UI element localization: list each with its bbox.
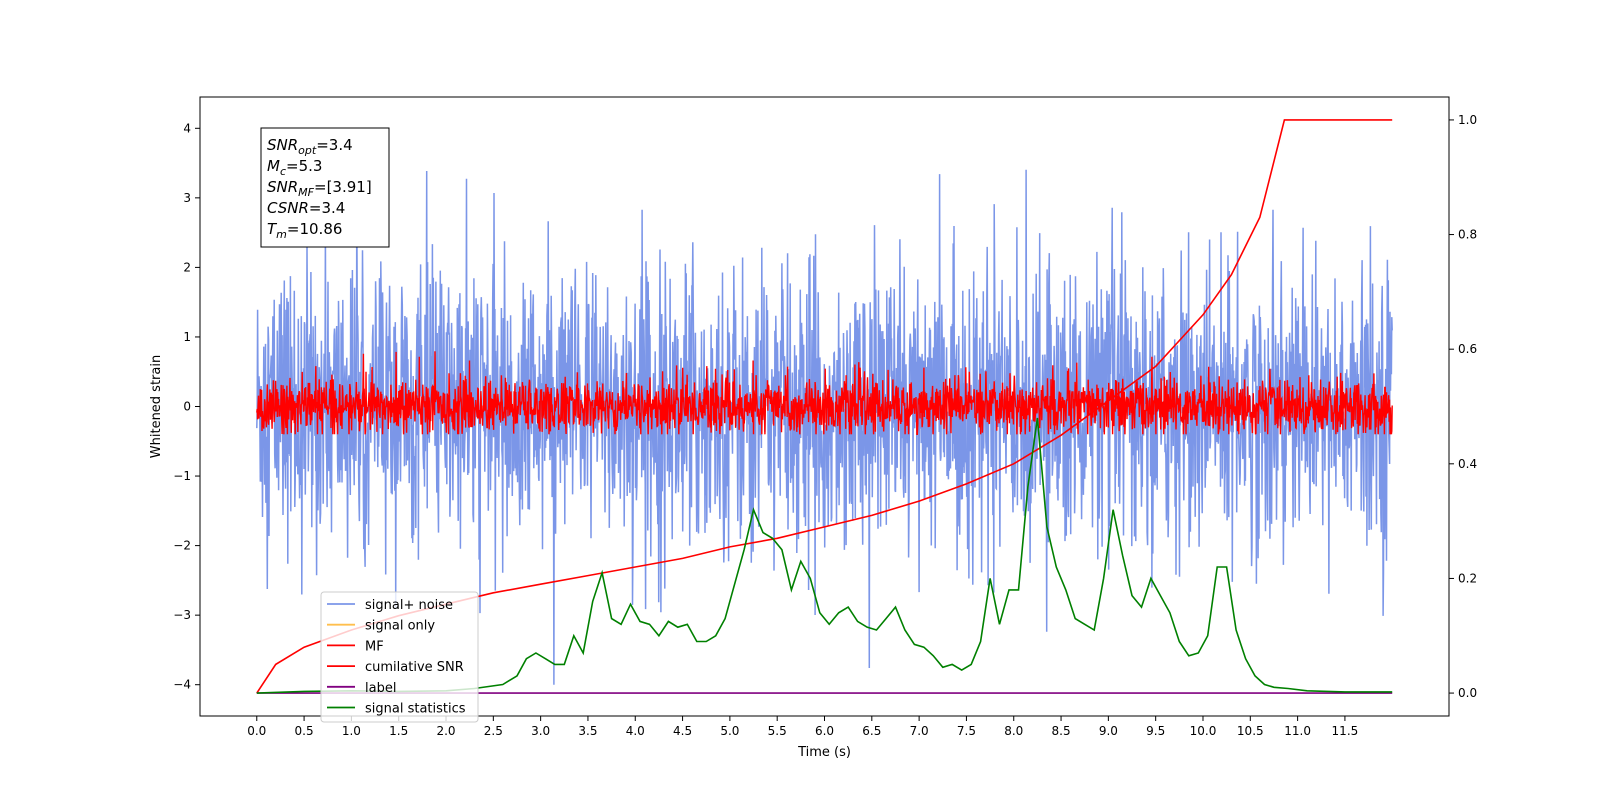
x-tick-label: 0.5 [295, 724, 314, 738]
x-tick-label: 8.5 [1052, 724, 1071, 738]
x-tick-label: 2.5 [484, 724, 503, 738]
legend-label: MF [365, 639, 384, 654]
y2-tick-label: 0.8 [1458, 228, 1477, 242]
x-tick-label: 3.0 [531, 724, 550, 738]
x-tick-label: 7.0 [910, 724, 929, 738]
x-tick-label: 4.0 [626, 724, 645, 738]
x-tick-label: 9.5 [1146, 724, 1165, 738]
x-tick-label: 4.5 [673, 724, 692, 738]
annotation-line: Tm=10.86 [267, 220, 342, 241]
annotation-line: SNRMF=[3.91] [267, 178, 372, 199]
annotation-line: SNRopt=3.4 [267, 136, 353, 157]
legend-label: label [365, 681, 396, 696]
y-tick-label: 1 [183, 330, 191, 344]
x-tick-label: 0.0 [247, 724, 266, 738]
y2-tick-label: 1.0 [1458, 113, 1477, 127]
legend: signal+ noise signal only MF cumilative SNR… [320, 591, 479, 723]
y-tick-label: −3 [173, 608, 191, 622]
legend-label: signal statistics [365, 702, 466, 717]
annotation-line: CSNR=3.4 [267, 199, 345, 217]
legend-frame [320, 591, 479, 723]
y2-tick-label: 0.4 [1458, 457, 1477, 471]
y-axis-left-ticks: 4 3 2 1 0 −1 −2 −3 −4 [173, 121, 200, 692]
x-tick-label: 11.5 [1332, 724, 1359, 738]
y2-tick-label: 0.0 [1458, 686, 1477, 700]
y-axis-right-ticks: 1.0 0.8 0.6 0.4 0.2 0.0 [1449, 113, 1477, 700]
x-tick-label: 10.5 [1237, 724, 1264, 738]
x-tick-label: 9.0 [1099, 724, 1118, 738]
annotation-line: Mc=5.3 [267, 157, 322, 178]
legend-label: cumilative SNR [365, 660, 464, 675]
x-tick-label: 7.5 [957, 724, 976, 738]
x-tick-label: 8.0 [1004, 724, 1023, 738]
y-tick-label: 3 [183, 191, 191, 205]
series-mf [256, 351, 1393, 435]
x-tick-label: 6.5 [862, 724, 881, 738]
y-tick-label: −2 [173, 539, 191, 553]
legend-label: signal only [365, 619, 435, 634]
x-tick-label: 5.5 [768, 724, 787, 738]
y-tick-label: −4 [173, 678, 191, 692]
legend-label: signal+ noise [365, 598, 453, 613]
series-signal-noise [256, 169, 1393, 685]
y2-tick-label: 0.6 [1458, 342, 1477, 356]
x-tick-label: 3.5 [578, 724, 597, 738]
x-tick-label: 5.0 [720, 724, 739, 738]
x-axis-ticks: 0.0 0.5 1.0 1.5 2.0 2.5 3.0 3.5 4.0 4.5 5.0 5.5 6.0 6… [247, 716, 1358, 738]
x-tick-label: 10.0 [1190, 724, 1217, 738]
x-tick-label: 11.0 [1284, 724, 1311, 738]
y-tick-label: 2 [183, 260, 191, 274]
y-axis-label: Whitened strain [149, 355, 164, 458]
y-tick-label: 4 [183, 121, 191, 135]
series-signal-statistics [256, 417, 1393, 694]
y-tick-label: −1 [173, 469, 191, 483]
y2-tick-label: 0.2 [1458, 571, 1477, 585]
y-tick-label: 0 [183, 400, 191, 414]
x-tick-label: 1.0 [342, 724, 361, 738]
x-tick-label: 2.0 [436, 724, 455, 738]
x-tick-label: 1.5 [389, 724, 408, 738]
x-tick-label: 6.0 [815, 724, 834, 738]
x-axis-label: Time (s) [797, 745, 851, 760]
annotation-frame [260, 127, 390, 248]
